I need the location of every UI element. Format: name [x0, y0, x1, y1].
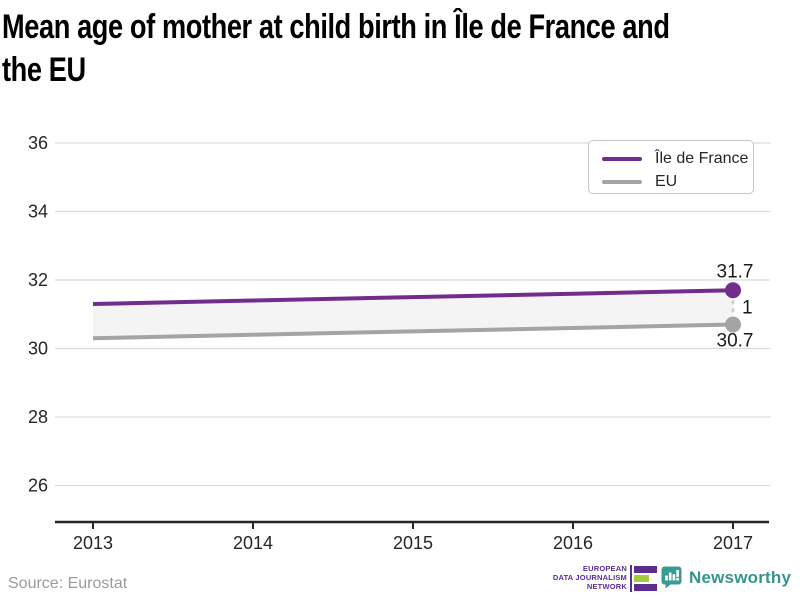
edjn-bar-green: [634, 575, 649, 582]
legend-label-ile-de-france: Île de France: [655, 149, 749, 167]
series-line-eu: [92, 322, 734, 341]
edjn-bar-purple-bottom: [634, 584, 657, 591]
y-tick-label-32: 32: [28, 270, 48, 290]
x-tick-label-2015: 2015: [393, 533, 433, 553]
edjn-text-line-1: EUROPEAN: [582, 564, 627, 574]
edjn-logo-text: EUROPEAN DATA JOURNALISM NETWORK: [543, 565, 627, 591]
y-tick-label-34: 34: [28, 202, 48, 222]
edjn-bar-purple-top: [634, 566, 657, 573]
legend-item-eu: EU: [602, 172, 753, 191]
source-attribution: Source: Eurostat: [8, 575, 128, 592]
newsworthy-logo-text: Newsworthy: [689, 568, 792, 587]
value-label-ile-de-france: 31.7: [717, 261, 754, 282]
edjn-text-line-2: DATA JOURNALISM: [552, 573, 627, 583]
gap-value-label: 1: [742, 297, 753, 318]
edjn-logo-divider: [630, 565, 632, 592]
edjn-text-line-3: NETWORK: [586, 581, 627, 591]
y-tick-label-36: 36: [28, 133, 48, 153]
chart-title: Mean age of mother at child birth in Île…: [2, 6, 800, 92]
x-tick-label-2014: 2014: [233, 533, 273, 553]
y-tick-label-30: 30: [28, 339, 48, 359]
chart-title-line-2: the EU: [2, 51, 86, 89]
x-tick-label-2017: 2017: [713, 533, 753, 553]
series-line-ile-de-france: [92, 288, 734, 306]
edjn-logo: EUROPEAN DATA JOURNALISM NETWORK: [543, 565, 657, 592]
y-tick-label-26: 26: [28, 476, 48, 496]
endpoint-dot-eu: [725, 316, 741, 333]
x-tick-label-2013: 2013: [73, 533, 113, 553]
newsworthy-logo: Newsworthy: [661, 566, 791, 589]
value-label-eu: 30.7: [717, 331, 754, 352]
x-tick-label-2016: 2016: [553, 533, 593, 553]
chart-legend: Île de France EU: [588, 140, 754, 194]
legend-swatch-eu: [602, 179, 642, 184]
chart-title-line-1: Mean age of mother at child birth in Île…: [2, 8, 670, 46]
legend-swatch-ile-de-france: [602, 156, 642, 161]
edjn-logo-bars: [634, 566, 657, 591]
legend-label-eu: EU: [655, 172, 678, 190]
legend-item-ile-de-france: Île de France: [602, 149, 753, 168]
y-tick-label-28: 28: [28, 407, 48, 427]
newsworthy-chart-bubble-icon: [661, 566, 682, 589]
endpoint-dot-ile-de-france: [725, 282, 741, 299]
